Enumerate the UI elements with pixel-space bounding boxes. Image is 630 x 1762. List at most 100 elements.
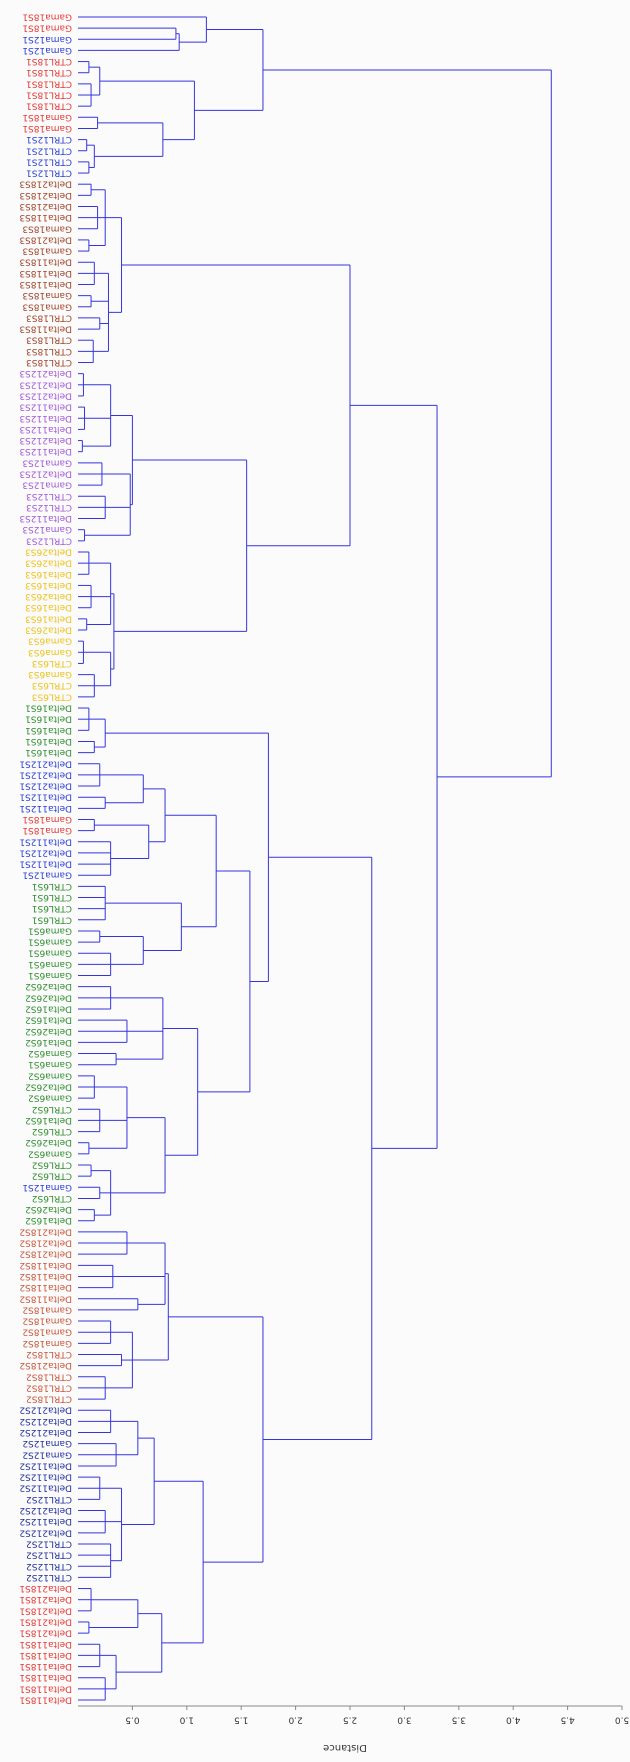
leaf-label: CTRL6S3	[32, 691, 72, 701]
leaf-label: Gama12S3	[22, 457, 72, 467]
leaf-label: CTRL12S2	[26, 1538, 72, 1548]
leaf-label: Gama18S3	[22, 223, 72, 233]
leaf-label: Delta112S2	[19, 1516, 72, 1526]
leaf-label: CTRL6S2	[32, 1160, 72, 1170]
x-tick-label: 0.5	[125, 1715, 139, 1725]
leaf-label: Delta218S1	[19, 1583, 72, 1593]
leaf-label: Delta218S2	[19, 1226, 72, 1236]
leaf-label: CTRL6S1	[32, 881, 72, 891]
leaf-label: Delta118S3	[19, 324, 72, 334]
leaf-label: Delta118S2	[19, 1260, 72, 1270]
leaf-label: Gama12S1	[22, 45, 72, 55]
leaf-label: Delta212S3	[19, 468, 72, 478]
leaf-label: Delta16S3	[25, 613, 72, 623]
leaf-label: CTRL12S3	[26, 491, 72, 501]
leaf-label: Delta16S3	[25, 569, 72, 579]
leaf-label: Delta218S2	[19, 1238, 72, 1248]
leaf-label: Delta16S3	[25, 580, 72, 590]
leaf-label: Delta118S1	[19, 1695, 72, 1705]
leaf-label: Delta118S1	[19, 1650, 72, 1660]
leaf-label: Delta212S3	[19, 435, 72, 445]
leaf-label: Delta16S1	[25, 714, 72, 724]
leaf-label: CTRL18S1	[26, 56, 72, 66]
leaf-label: Gama18S1	[22, 23, 72, 33]
x-tick-label: 2.0	[288, 1715, 303, 1725]
leaf-label: Delta218S3	[19, 201, 72, 211]
leaf-label: Delta212S1	[19, 758, 72, 768]
leaf-label: Delta112S1	[19, 803, 72, 813]
leaf-label: Delta16S3	[25, 602, 72, 612]
leaf-label: Delta16S1	[25, 725, 72, 735]
leaf-label: CTRL18S2	[26, 1394, 72, 1404]
leaf-label: Delta112S3	[19, 424, 72, 434]
leaf-label: Delta212S3	[19, 390, 72, 400]
leaf-label: Delta16S2	[25, 1037, 72, 1047]
leaf-label: CTRL12S1	[26, 145, 72, 155]
leaf-label: Gama6S3	[28, 669, 72, 679]
leaf-label: Delta212S2	[19, 1505, 72, 1515]
leaf-label: Gama6S2	[28, 1093, 72, 1103]
leaf-label: CTRL6S2	[32, 1126, 72, 1136]
leaf-label: Delta112S2	[19, 1460, 72, 1470]
leaf-label: Gama6S1	[28, 948, 72, 958]
leaf-label: Delta112S3	[19, 513, 72, 523]
leaf-label: Delta212S1	[19, 847, 72, 857]
leaf-label: Delta16S1	[25, 736, 72, 746]
leaf-label: Gama6S3	[28, 647, 72, 657]
leaf-label: Gama18S1	[22, 12, 72, 22]
leaf-label: Delta112S2	[19, 1483, 72, 1493]
leaf-label: Delta26S2	[25, 1026, 72, 1036]
leaf-label: Gama6S1	[28, 925, 72, 935]
leaf-label: CTRL18S1	[26, 101, 72, 111]
leaf-label: Delta118S3	[19, 257, 72, 267]
leaf-label: Delta16S2	[25, 1003, 72, 1013]
leaf-label: Delta218S2	[19, 1360, 72, 1370]
leaf-label: Gama18S1	[22, 825, 72, 835]
leaf-label: CTRL12S3	[26, 502, 72, 512]
leaf-label: Gama12S1	[22, 870, 72, 880]
leaf-label: Delta16S2	[25, 1115, 72, 1125]
leaf-label: CTRL12S1	[26, 156, 72, 166]
leaf-label: Delta26S2	[25, 1137, 72, 1147]
leaf-label: Delta218S3	[19, 190, 72, 200]
leaf-label: CTRL18S3	[26, 346, 72, 356]
leaf-label: Gama18S2	[22, 1304, 72, 1314]
leaf-label: Delta26S3	[25, 625, 72, 635]
leaf-label: Gama12S3	[22, 524, 72, 534]
leaf-label: Delta218S3	[19, 179, 72, 189]
leaf-label: Delta212S3	[19, 379, 72, 389]
leaf-label: Gama12S2	[22, 1449, 72, 1459]
leaf-label: Gama6S2	[28, 1148, 72, 1158]
leaf-label: CTRL18S2	[26, 1349, 72, 1359]
leaf-label: Gama12S1	[22, 34, 72, 44]
leaf-label: Delta212S1	[19, 769, 72, 779]
leaf-label: CTRL18S1	[26, 67, 72, 77]
leaf-label: CTRL18S1	[26, 78, 72, 88]
x-tick-label: 2.5	[343, 1715, 357, 1725]
leaf-label: Delta112S3	[19, 413, 72, 423]
leaf-label: Delta16S1	[25, 703, 72, 713]
leaf-label: Gama12S1	[22, 1182, 72, 1192]
leaf-label: CTRL6S3	[32, 680, 72, 690]
leaf-label: CTRL12S2	[26, 1550, 72, 1560]
leaf-label: Gama6S1	[28, 1059, 72, 1069]
leaf-label: Delta118S2	[19, 1271, 72, 1281]
leaf-label: Delta26S3	[25, 546, 72, 556]
leaf-label: Gama6S1	[28, 959, 72, 969]
leaf-label: Delta118S1	[19, 1661, 72, 1671]
leaf-label: Delta212S2	[19, 1427, 72, 1437]
leaf-label: Delta218S3	[19, 234, 72, 244]
leaf-label: Delta218S2	[19, 1249, 72, 1259]
leaf-label: Delta16S1	[25, 747, 72, 757]
leaf-label: Gama18S3	[22, 246, 72, 256]
leaf-label: Delta118S3	[19, 268, 72, 278]
leaf-label: Delta218S1	[19, 1616, 72, 1626]
leaf-label: CTRL6S1	[32, 914, 72, 924]
leaf-label: Delta212S1	[19, 781, 72, 791]
x-tick-label: 3.0	[397, 1715, 412, 1725]
leaf-label: CTRL18S3	[26, 335, 72, 345]
leaf-label: CTRL12S2	[26, 1572, 72, 1582]
leaf-label: Delta112S1	[19, 836, 72, 846]
